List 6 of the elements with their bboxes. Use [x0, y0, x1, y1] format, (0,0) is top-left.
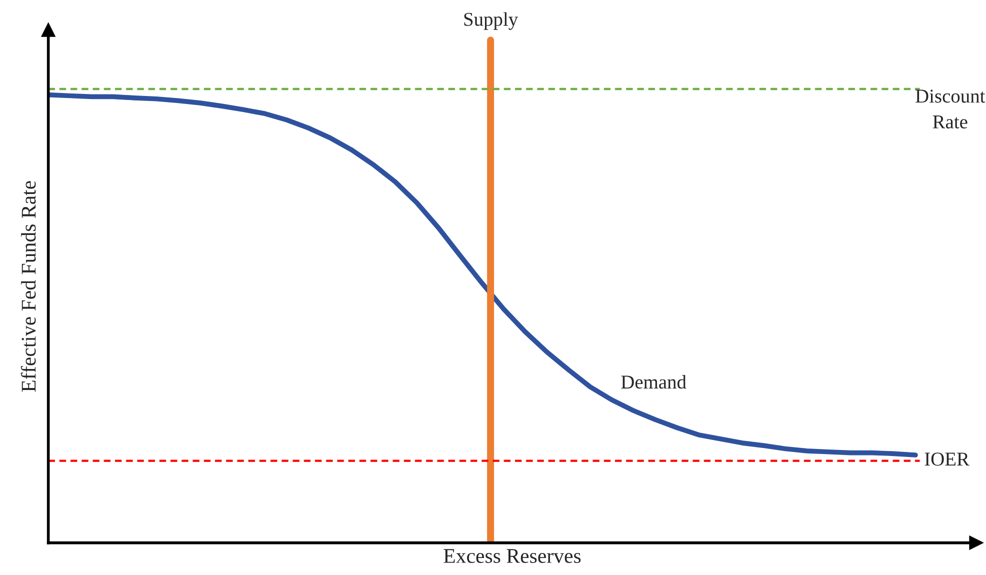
- ref-line-label: IOER: [924, 452, 970, 466]
- y-axis-title: Effective Fed Funds Rate: [20, 181, 36, 392]
- x-axis-title: Excess Reserves: [444, 549, 581, 564]
- text: Supply: [464, 12, 518, 30]
- series-label: Demand: [621, 374, 686, 389]
- ref-line-label: Discount Rate: [916, 90, 986, 128]
